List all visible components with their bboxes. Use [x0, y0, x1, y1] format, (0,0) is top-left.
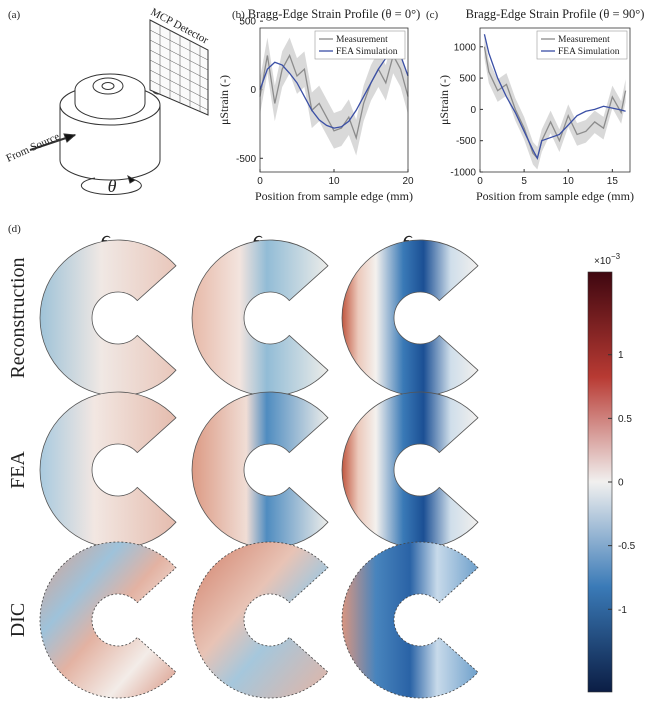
x-tick-label: 0: [477, 176, 483, 187]
panel-label: (b): [232, 9, 245, 21]
colorbar-tick-label: 0: [618, 478, 624, 489]
row-label: Reconstruction: [7, 257, 29, 378]
setup-sketch: [29, 19, 209, 196]
colorbar-tick-label: 0.5: [618, 414, 632, 425]
chart-title: Bragg-Edge Strain Profile (θ = 90°): [466, 7, 645, 21]
row-label: DIC: [7, 603, 29, 637]
error-band: [260, 37, 408, 156]
chart-title: Bragg-Edge Strain Profile (θ = 0°): [248, 7, 421, 21]
y-tick-label: 500: [239, 17, 256, 28]
x-axis-label: Position from sample edge (mm): [476, 189, 634, 203]
strain-map: [341, 391, 479, 549]
y-tick-label: -500: [236, 154, 256, 165]
y-tick-label: 1000: [454, 42, 477, 53]
strain-map: [341, 541, 479, 699]
y-tick-label: -500: [456, 136, 476, 147]
x-tick-label: 10: [328, 176, 340, 187]
x-tick-label: 5: [521, 176, 527, 187]
angle-label: θ: [108, 176, 117, 196]
plot-frame: [479, 27, 631, 173]
legend-label: FEA Simulation: [558, 47, 620, 57]
error-band: [484, 35, 626, 170]
x-axis-label: Position from sample edge (mm): [255, 189, 413, 203]
y-tick-label: -1000: [450, 168, 476, 179]
x-tick-label: 15: [607, 176, 619, 187]
multiplier-exponent: −3: [611, 252, 621, 261]
legend-box: [536, 30, 628, 60]
panel-label: (d): [8, 223, 21, 235]
series-line: [483, 34, 626, 161]
strain-map: [39, 391, 177, 549]
colorbar-multiplier: ×10−3: [594, 252, 621, 267]
y-axis-label: μStrain (-): [217, 75, 231, 125]
series-line: [483, 46, 627, 160]
panel-label: (a): [8, 9, 21, 21]
multiplier-base: ×10: [594, 256, 611, 267]
x-tick-label: 10: [563, 176, 575, 187]
strain-map: [191, 541, 329, 699]
series-line: [259, 53, 409, 141]
colorbar-tick-label: -1: [618, 605, 627, 616]
y-tick-label: 0: [470, 105, 476, 116]
legend-box: [314, 30, 406, 60]
panel-label: (c): [426, 9, 439, 21]
colorbar-tick-label: -0.5: [618, 541, 636, 552]
colorbar-tick-label: 1: [618, 350, 624, 361]
strain-map: [191, 239, 329, 397]
column-symbol: ϵ: [253, 226, 263, 251]
y-tick-label: 500: [459, 74, 476, 85]
legend-label: Measurement: [336, 35, 388, 45]
x-tick-label: 20: [402, 176, 414, 187]
y-axis-label: μStrain (-): [437, 75, 451, 125]
strain-map: [39, 541, 177, 699]
strain-map: [191, 391, 329, 549]
strain-map: [341, 239, 479, 397]
legend-label: Measurement: [558, 35, 610, 45]
series-line: [259, 51, 409, 129]
strain-map: [39, 239, 177, 397]
column-symbol: ϵ: [403, 226, 413, 251]
column-symbol: ϵ: [101, 226, 111, 251]
plot-frame: [259, 27, 409, 173]
y-tick-label: 0: [250, 85, 256, 96]
x-tick-label: 0: [257, 176, 263, 187]
legend-label: FEA Simulation: [336, 47, 398, 57]
source-label: From Source: [4, 130, 61, 164]
row-label: FEA: [7, 451, 29, 489]
